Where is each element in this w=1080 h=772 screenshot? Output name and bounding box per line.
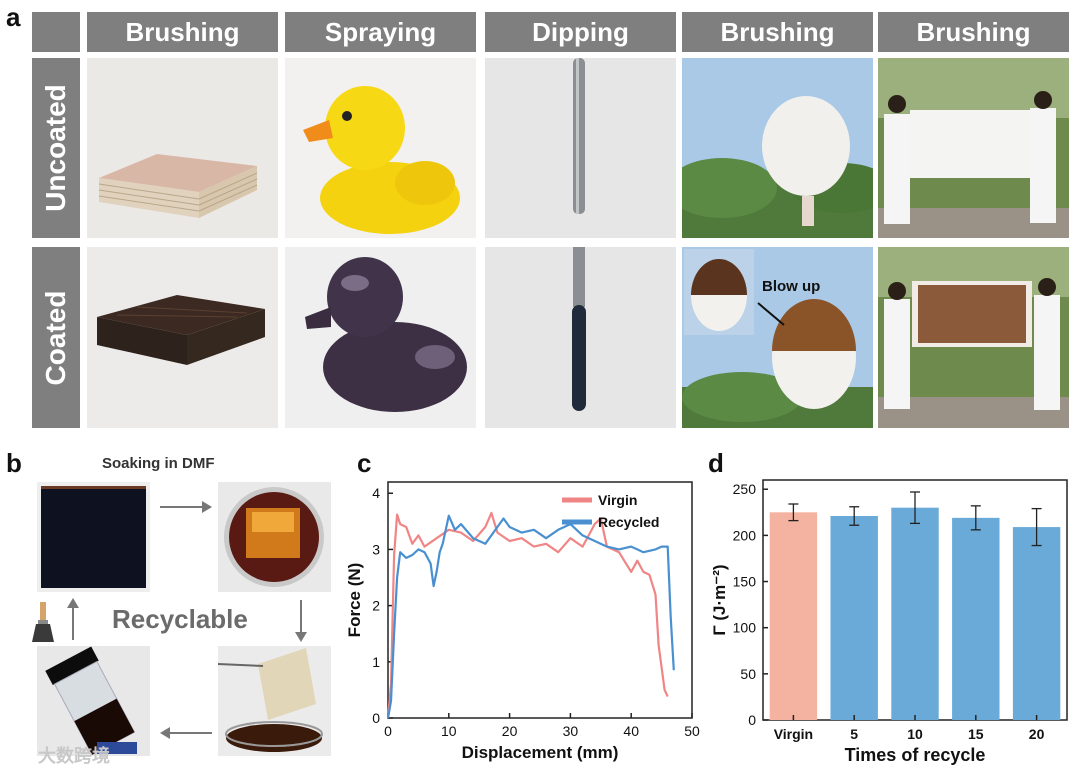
photo-coated-duck [285,247,476,428]
y-tick-label: 0 [748,712,756,728]
x-tick-label: 40 [623,723,639,739]
chart-toughness-recycle: 0 50 100 150 200 250 Virgin 5 10 15 20 Times of rec… [705,470,1077,770]
panel-b-title: Soaking in DMF [102,455,215,472]
series-line-virgin [386,511,669,719]
y-axis-label: Γ (J·m⁻²) [710,564,729,635]
row-label-coated: Coated [40,290,71,385]
x-tick-label: 20 [502,723,518,739]
arrow-left [160,727,212,739]
chart-force-displacement: 0 10 20 30 40 50 0 1 2 3 4 Virgin Recycled Displaceme… [340,470,710,770]
arrow-down [295,600,307,642]
y-tick-label: 250 [733,481,757,497]
bar-5 [830,516,878,720]
x-tick-label: 10 [441,723,457,739]
y-tick-label: 1 [372,654,380,670]
y-tick-label: 100 [733,620,757,636]
panel-c-letter: c [357,448,372,478]
photo-coated-rod [485,247,676,428]
row-label-uncoated: Uncoated [40,84,71,212]
legend-label-virgin: Virgin [598,492,637,508]
bar-20 [1012,527,1061,720]
photo-uncoated-wood [87,58,278,238]
arrow-up [67,598,79,640]
brush-icon [32,602,54,642]
panel-a-letter: a [6,2,21,32]
column-header-1: Brushing [87,12,278,52]
column-header-2: Spraying [285,12,476,52]
x-tick-label: 15 [968,726,984,742]
bar-15 [952,517,1000,720]
series-line-recycled [386,514,675,719]
photo-film-tweezers [218,646,331,756]
plot-frame [387,481,693,719]
panel-b-letter: b [6,448,22,478]
annotation-blow-up: Blow up [762,278,821,295]
legend-label-recycled: Recycled [598,514,659,530]
y-axis-label: Force (N) [345,563,364,638]
y-tick-label: 3 [372,541,380,557]
panel-d-letter: d [708,448,724,478]
x-tick-label: 50 [684,723,700,739]
y-tick-label: 50 [740,666,756,682]
photo-coated-balloon [682,247,873,428]
x-tick-label: 5 [850,726,858,742]
photo-dmf-dish [218,482,331,592]
photo-coated-cloth [878,247,1069,428]
photo-coated-wood [87,247,278,428]
x-tick-label: 20 [1029,726,1045,742]
corner-header [32,12,80,52]
y-tick-label: 150 [733,574,757,590]
row-header-uncoated: Uncoated [32,58,80,238]
x-tick-label: 10 [907,726,923,742]
bar-virgin [769,512,818,720]
y-tick-label: 4 [372,485,380,501]
x-tick-label: 30 [563,723,579,739]
bar-10 [891,507,939,720]
x-axis-label: Displacement (mm) [462,743,619,762]
arrow-right [160,501,212,513]
y-tick-label: 200 [733,527,757,543]
y-tick-label: 0 [372,710,380,726]
photo-vial-solution [37,646,150,756]
row-header-coated: Coated [32,247,80,428]
x-axis-label: Times of recycle [845,745,986,765]
recyclable-label: Recyclable [112,604,248,634]
photo-uncoated-balloon [682,58,873,238]
column-header-3: Dipping [485,12,676,52]
photo-coated-film [37,482,150,592]
x-tick-label: Virgin [774,726,813,742]
y-tick-label: 2 [372,598,380,614]
column-header-4: Brushing [682,12,873,52]
watermark: 大数跨境 [38,746,110,766]
column-header-5: Brushing [878,12,1069,52]
x-tick-label: 0 [384,723,392,739]
photo-uncoated-duck [285,58,476,238]
photo-uncoated-rod [485,58,676,238]
photo-uncoated-cloth [878,58,1069,238]
